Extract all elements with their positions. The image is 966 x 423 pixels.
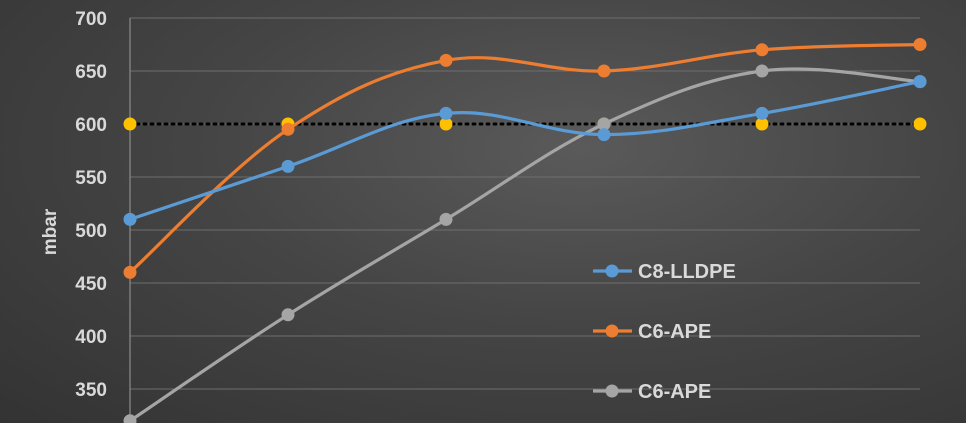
y-tick-label: 350 xyxy=(75,380,107,401)
data-point xyxy=(123,212,137,226)
y-tick-labels: 350 400 450 500 550 600 650 700 xyxy=(75,9,107,401)
y-tick-label: 400 xyxy=(75,327,107,348)
data-point xyxy=(123,265,137,279)
series-line xyxy=(128,42,921,274)
legend-label: C8-LLDPE xyxy=(638,261,736,283)
data-point xyxy=(755,43,769,57)
reference-point xyxy=(755,117,769,131)
data-point xyxy=(597,64,611,78)
data-point xyxy=(755,64,769,78)
data-point xyxy=(123,414,137,423)
legend-swatch-marker xyxy=(605,324,619,338)
data-point xyxy=(597,128,611,142)
series-group xyxy=(123,38,927,423)
series-1 xyxy=(123,75,927,226)
data-point xyxy=(439,212,453,226)
y-tick-label: 650 xyxy=(75,62,107,83)
series-line xyxy=(129,80,921,221)
series-3 xyxy=(123,64,927,423)
data-point xyxy=(439,53,453,67)
data-point xyxy=(913,38,927,51)
y-tick-label: 550 xyxy=(75,168,107,189)
data-point xyxy=(913,75,927,89)
reference-point xyxy=(913,117,927,131)
reference-point xyxy=(123,117,137,131)
y-tick-label: 600 xyxy=(75,115,107,136)
data-point xyxy=(281,122,295,136)
legend-label: C6-APE xyxy=(638,321,711,343)
y-axis-label: mbar xyxy=(40,208,61,255)
y-tick-label: 450 xyxy=(75,274,107,295)
data-point xyxy=(597,117,611,131)
y-tick-label: 700 xyxy=(75,9,107,30)
data-point xyxy=(439,106,453,120)
data-point xyxy=(755,106,769,120)
legend-label: C6-APE xyxy=(638,381,711,403)
data-point xyxy=(281,159,295,173)
reference-line xyxy=(123,117,927,131)
series-line xyxy=(129,67,921,423)
legend-swatch-marker xyxy=(605,264,619,278)
data-point xyxy=(281,308,295,322)
legend-swatch-marker xyxy=(605,384,619,398)
legend: C8-LLDPE C6-APE C6-APE xyxy=(593,261,736,403)
y-tick-label: 500 xyxy=(75,221,107,242)
gridlines xyxy=(130,17,920,390)
reference-point xyxy=(439,117,453,131)
series-2 xyxy=(123,38,927,279)
